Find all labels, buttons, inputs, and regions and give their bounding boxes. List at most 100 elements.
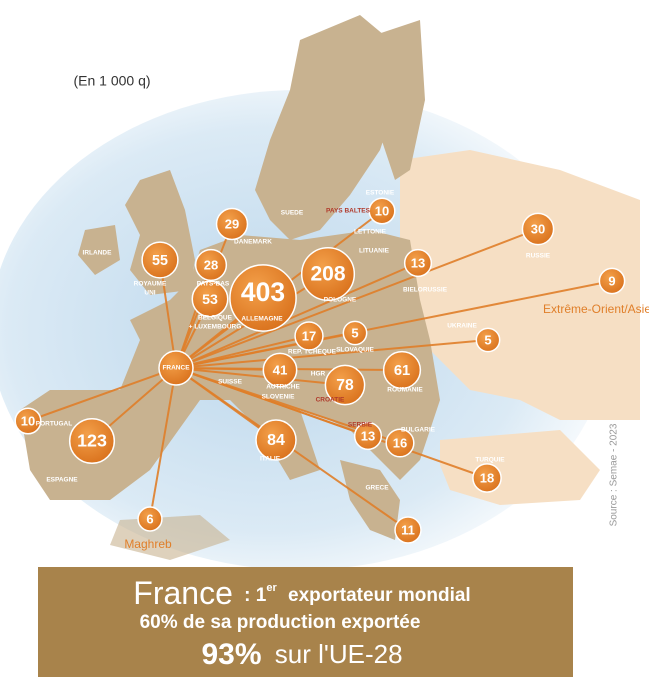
banner-line3: 93% sur l'UE-28 bbox=[201, 638, 402, 671]
bubble-value: 53 bbox=[202, 292, 218, 308]
bubble-value: 18 bbox=[480, 470, 494, 485]
country-label: SLOVENIE bbox=[262, 394, 296, 401]
source: Source : Semae - 2023 bbox=[609, 423, 620, 526]
bubble bbox=[521, 212, 555, 246]
country-label: PAYS-BAS bbox=[197, 281, 230, 288]
country-label: GRECE bbox=[365, 485, 389, 492]
country-label: ESPAGNE bbox=[46, 477, 78, 484]
country-label: ROYAUME bbox=[134, 281, 167, 288]
banner-france: France bbox=[133, 575, 233, 611]
banner-ue: sur l'UE-28 bbox=[275, 639, 403, 669]
bubble-value: 403 bbox=[241, 277, 285, 307]
banner-93: 93% bbox=[201, 638, 261, 671]
bubble bbox=[215, 207, 249, 241]
country-label: CROATIE bbox=[316, 397, 345, 404]
country-labels: IRLANDE ROYAUME UNI SUEDE DANEMARK PAYS-BAS BE… bbox=[36, 190, 649, 551]
bubble-value: 29 bbox=[225, 216, 239, 231]
bubble-value: 6 bbox=[146, 511, 153, 526]
banner-sep: : 1 bbox=[244, 585, 267, 606]
bubble bbox=[262, 352, 298, 388]
flow-arrow bbox=[175, 367, 488, 479]
bubble bbox=[472, 463, 502, 493]
country-label: HGR bbox=[311, 371, 326, 378]
bubble bbox=[475, 327, 501, 353]
banner: France : 1er exportateur mondial 60% de … bbox=[38, 567, 573, 677]
bubble-value: 61 bbox=[394, 363, 410, 379]
bubble-value: 17 bbox=[302, 328, 316, 343]
country-label: SUISSE bbox=[218, 379, 243, 386]
flow-arrow bbox=[175, 228, 539, 369]
country-label: PORTUGAL bbox=[36, 421, 73, 428]
bubble-value: 208 bbox=[310, 263, 345, 286]
bubble bbox=[353, 421, 383, 451]
bubble bbox=[68, 417, 116, 465]
bubble bbox=[141, 241, 179, 279]
bubble-value: 78 bbox=[336, 377, 354, 394]
bubble bbox=[342, 320, 368, 346]
bubble bbox=[598, 267, 626, 295]
country-label: BIELORUSSIE bbox=[403, 287, 448, 294]
bubble-value: 123 bbox=[77, 431, 107, 451]
bubble-value: 41 bbox=[273, 363, 288, 378]
bubble bbox=[382, 350, 422, 390]
banner-box bbox=[38, 567, 573, 677]
country-label: ITALIE bbox=[260, 456, 281, 463]
bubble bbox=[368, 197, 396, 225]
origin-label: FRANCE bbox=[162, 365, 190, 372]
bubble bbox=[194, 248, 228, 282]
bubble-value: 11 bbox=[401, 522, 415, 537]
region-label: Maghreb bbox=[124, 537, 172, 551]
bubble-value: 84 bbox=[267, 432, 285, 449]
flow-arrow bbox=[149, 367, 177, 520]
country-label: ESTONIE bbox=[366, 190, 395, 197]
country-label: SLOVAQUIE bbox=[336, 347, 374, 354]
flow-arrow bbox=[175, 262, 419, 369]
bubble-value: 30 bbox=[531, 221, 545, 236]
country-label: ROUMANIE bbox=[387, 387, 423, 394]
bubble bbox=[294, 321, 324, 351]
country-label: BELGIQUE bbox=[198, 315, 233, 322]
country-label: RUSSIE bbox=[526, 253, 551, 260]
country-label: AUTRICHE bbox=[266, 384, 300, 391]
bubble-value: 10 bbox=[21, 413, 35, 428]
flow-arrow bbox=[175, 339, 489, 369]
bubble bbox=[255, 419, 297, 461]
flow-arrow bbox=[175, 367, 346, 386]
country-label: BULGARIE bbox=[401, 427, 436, 434]
flow-arrow bbox=[27, 367, 177, 422]
country-label: UNI bbox=[144, 290, 155, 297]
country-label: IRLANDE bbox=[83, 250, 113, 257]
bubble-value: 9 bbox=[608, 273, 615, 288]
bubble bbox=[191, 280, 229, 318]
banner-line1: France : 1er exportateur mondial bbox=[133, 575, 470, 611]
origin-marker bbox=[158, 350, 194, 386]
country-label: LETTONIE bbox=[354, 229, 387, 236]
bubble-value: 5 bbox=[484, 332, 491, 347]
country-label: TURQUIE bbox=[475, 457, 505, 464]
bubble-value: 13 bbox=[361, 428, 375, 443]
bubble-value: 13 bbox=[411, 255, 425, 270]
country-label: SUEDE bbox=[281, 210, 304, 217]
country-label: + LUXEMBOURG bbox=[189, 324, 242, 331]
country-label: LITUANIE bbox=[359, 248, 390, 255]
bubble-value: 10 bbox=[375, 203, 389, 218]
bubble-value: 5 bbox=[351, 325, 358, 340]
country-label: UKRAINE bbox=[447, 323, 477, 330]
banner-line2: 60% de sa production exportée bbox=[140, 612, 421, 633]
bubble bbox=[300, 246, 356, 302]
country-label: PAYS BALTES bbox=[326, 208, 371, 215]
bubble-value: 28 bbox=[204, 257, 218, 272]
unit-label: (En 1 000 q) bbox=[73, 73, 150, 89]
bubble bbox=[137, 506, 163, 532]
bubble bbox=[229, 264, 297, 332]
bubble bbox=[14, 407, 42, 435]
bubble bbox=[324, 364, 366, 406]
bubble bbox=[394, 516, 422, 544]
country-label: REP. TCHEQUE bbox=[288, 349, 337, 356]
banner-sup: er bbox=[266, 582, 277, 594]
banner-rest: exportateur mondial bbox=[288, 585, 471, 606]
country-label: POLOGNE bbox=[324, 297, 357, 304]
flow-arrow bbox=[175, 332, 356, 369]
